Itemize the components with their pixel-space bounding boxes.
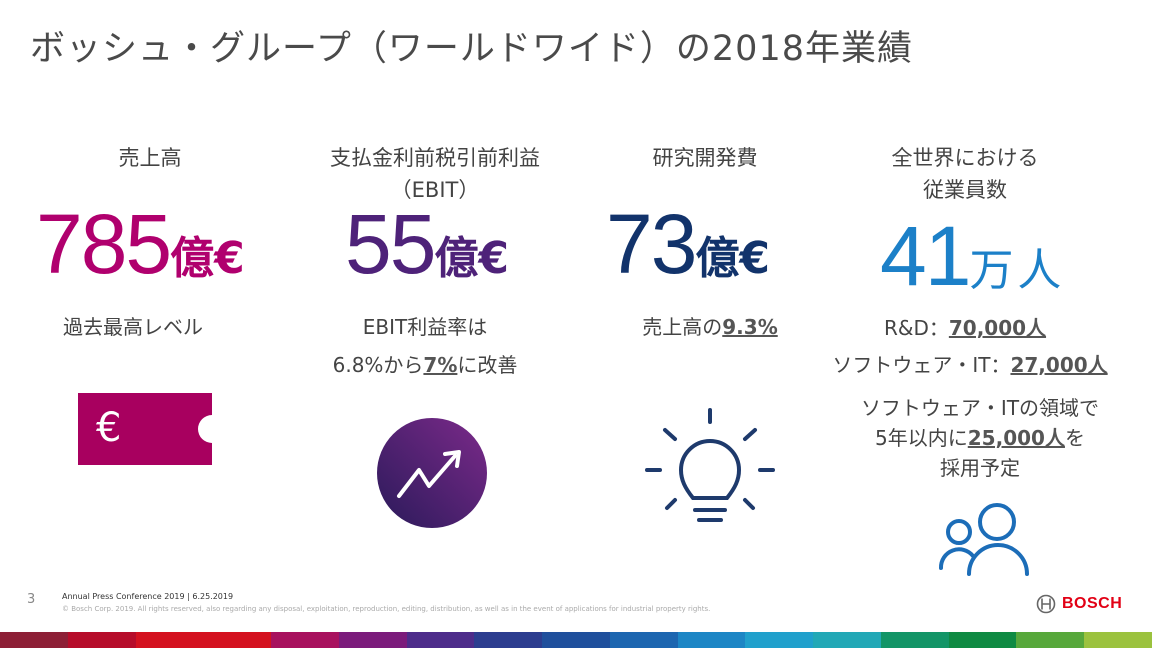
sales-column: 売上高 (40, 142, 260, 174)
stripe-segment (203, 632, 272, 648)
bosch-wordmark: BOSCH (1062, 595, 1123, 612)
ebit-value: 55億€ (345, 196, 509, 293)
conference-info: Annual Press Conference 2019 | 6.25.2019 (62, 592, 234, 601)
sales-number: 785 (36, 197, 172, 291)
employees-sw-pre: ソフトウェア・IT： (832, 353, 1011, 377)
employees-sw-wrap: ソフトウェア・IT：27,000人 (820, 346, 1120, 384)
sales-note: 過去最高レベル (63, 315, 203, 339)
ebit-note-pre: 6.8%から (332, 353, 424, 377)
euro-symbol: € (96, 405, 122, 451)
employees-plan-line3: 採用予定 (940, 456, 1020, 480)
stripe-segment (813, 632, 881, 648)
stripe-segment (1084, 632, 1152, 648)
stripe-segment (677, 632, 746, 648)
stripe-segment (406, 632, 475, 648)
ebit-note-wrap: EBIT利益率は 6.8%から7%に改善 (290, 308, 560, 384)
rd-label: 研究開発費 (652, 146, 758, 170)
people-icon (937, 498, 1033, 578)
rd-number: 73 (606, 197, 697, 291)
sales-unit: 億€ (170, 233, 245, 284)
ebit-margin-highlight: 7% (423, 353, 458, 377)
employees-plan-line2: 5年以内に25,000人を (840, 423, 1120, 453)
page-number: 3 (27, 592, 36, 607)
stripe-segment (0, 632, 68, 648)
stripe-segment (609, 632, 678, 648)
stripe-segment (1016, 632, 1085, 648)
stripe-segment (338, 632, 407, 648)
stripe-segment (135, 632, 204, 648)
lightbulb-icon (645, 408, 775, 530)
employees-rd-wrap: R&D：70,000人 (840, 309, 1090, 347)
rd-note: 売上高の9.3% (600, 308, 820, 346)
employees-sw: ソフトウェア・IT：27,000人 (820, 346, 1120, 384)
rd-unit: 億€ (695, 233, 771, 284)
sales-value: 785億€ (36, 196, 245, 293)
employees-plan-post: を (1064, 426, 1085, 450)
sales-label: 売上高 (118, 146, 182, 170)
stripe-segment (745, 632, 814, 648)
trend-up-icon (377, 418, 487, 528)
rd-value: 73億€ (606, 196, 770, 293)
rd-ratio-highlight: 9.3% (722, 315, 778, 339)
employees-label-line1: 全世界における (891, 146, 1039, 170)
employees-plan: ソフトウェア・ITの領域で 5年以内に25,000人を 採用予定 (840, 393, 1120, 483)
stripe-segment (67, 632, 136, 648)
employees-plan-line1: ソフトウェア・ITの領域で (860, 396, 1100, 420)
employees-column: 全世界における 従業員数 (850, 142, 1080, 206)
employees-rd: R&D：70,000人 (840, 309, 1090, 347)
employees-label-line2: 従業員数 (923, 178, 1007, 202)
ebit-label-line1: 支払金利前税引前利益 (330, 146, 540, 170)
ebit-note-line1: EBIT利益率は (362, 315, 488, 339)
rd-note-wrap: 売上高の9.3% (600, 308, 820, 346)
ebit-unit: 億€ (434, 233, 510, 284)
employees-plan-pre: 5年以内に (875, 426, 968, 450)
ebit-label-line2: （EBIT） (390, 178, 480, 202)
employees-rd-highlight: 70,000人 (948, 316, 1047, 340)
page-title: ボッシュ・グループ（ワールドワイド）の2018年業績 (30, 29, 913, 69)
employees-sw-highlight: 27,000人 (1010, 353, 1108, 377)
ebit-note-post: に改善 (457, 353, 518, 377)
stripe-segment (948, 632, 1017, 648)
rd-column: 研究開発費 (590, 142, 820, 174)
copyright-notice: © Bosch Corp. 2019. All rights reserved,… (62, 605, 711, 613)
stripe-segment (474, 632, 543, 648)
color-stripe (0, 632, 1152, 648)
rd-note-pre: 売上高の (642, 315, 723, 339)
ebit-column: 支払金利前税引前利益 （EBIT） (300, 142, 570, 206)
stripe-segment (880, 632, 949, 648)
stripe-segment (542, 632, 610, 648)
bosch-logo: BOSCH (1036, 594, 1122, 614)
employees-rd-pre: R&D： (883, 316, 949, 340)
ebit-number: 55 (345, 197, 436, 291)
stripe-segment (271, 632, 339, 648)
employees-unit: 万人 (969, 245, 1066, 296)
employees-number: 41 (880, 209, 971, 303)
employees-value: 41万人 (880, 208, 1065, 305)
ebit-note-line2: 6.8%から7%に改善 (290, 346, 560, 384)
employees-plan-highlight: 25,000人 (967, 426, 1065, 450)
euro-ticket-icon: € (78, 393, 212, 465)
bosch-armature-icon (1036, 594, 1056, 614)
sales-note-wrap: 過去最高レベル (28, 308, 238, 346)
